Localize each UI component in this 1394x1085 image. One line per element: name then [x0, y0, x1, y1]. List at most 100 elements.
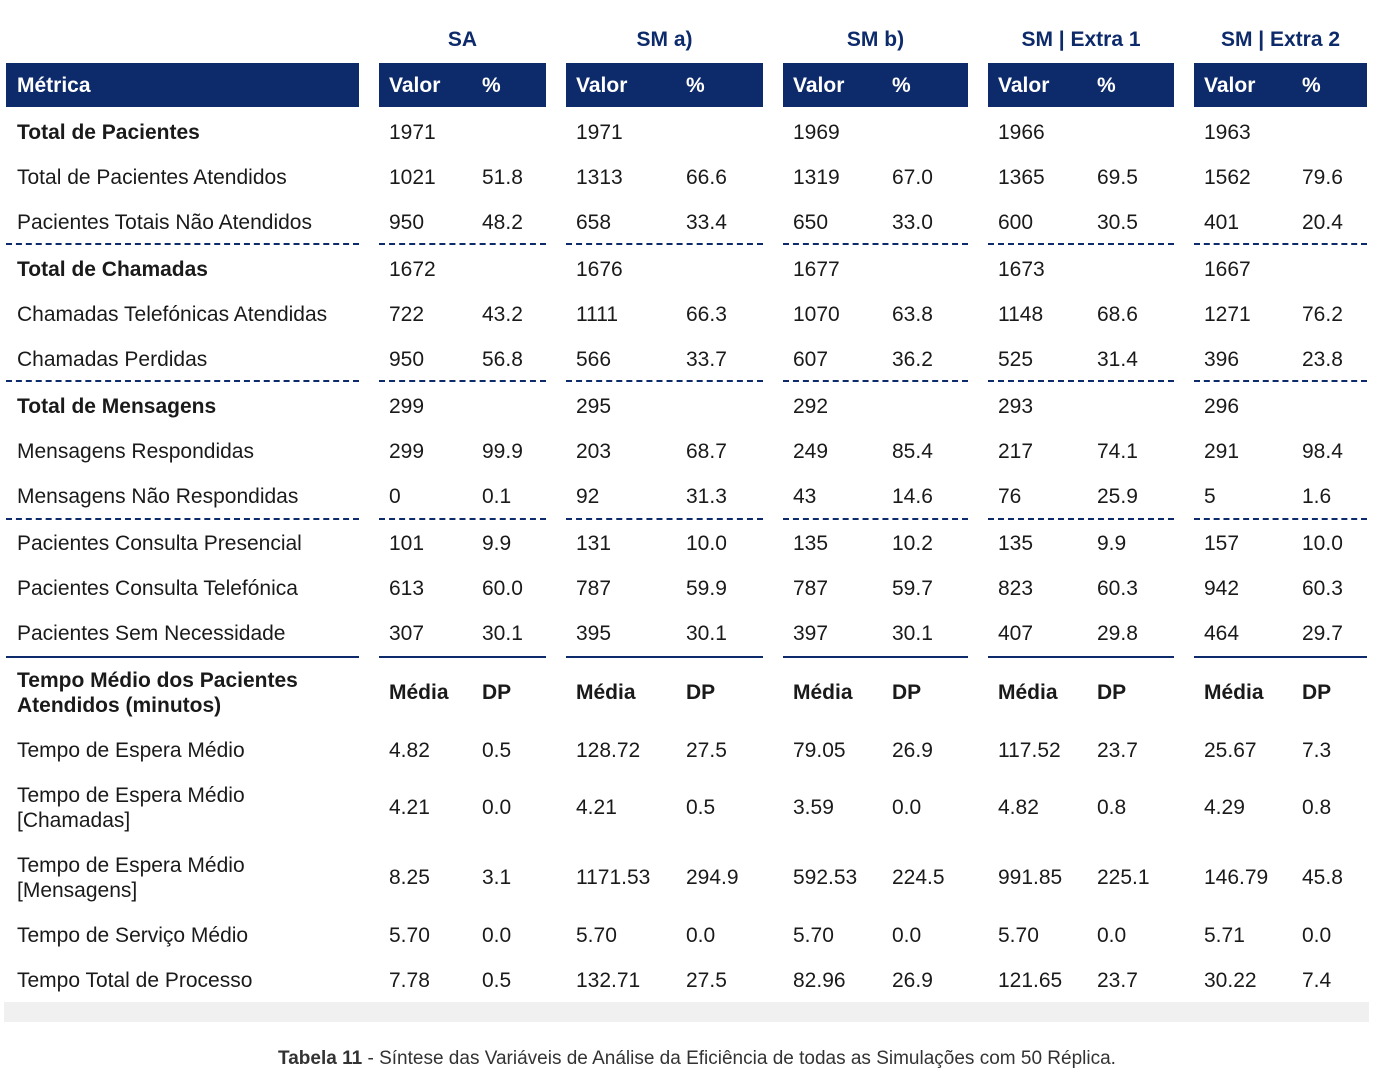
value-cell: 787	[576, 577, 612, 600]
value-cell: 1677	[793, 258, 840, 281]
header-bar-metric	[6, 63, 359, 107]
value-cell: 1319	[793, 166, 840, 189]
percent-cell: 59.7	[892, 577, 933, 600]
header-media: Média	[576, 681, 636, 704]
percent-cell: 9.9	[482, 532, 512, 555]
mean-cell: 5.70	[389, 924, 430, 947]
value-cell: 1313	[576, 166, 623, 189]
row-label: Pacientes Sem Necessidade	[17, 622, 286, 645]
dashed-separator	[566, 380, 763, 382]
value-cell: 76	[998, 485, 1022, 508]
header-bar-group	[783, 63, 968, 107]
mean-cell: 4.21	[389, 796, 430, 819]
value-cell: 1971	[576, 121, 623, 144]
dashed-separator	[379, 518, 546, 520]
row-label: Chamadas Perdidas	[17, 348, 208, 371]
percent-cell: 29.7	[1302, 622, 1343, 645]
value-cell: 296	[1204, 395, 1240, 418]
time-row-label: Tempo de Espera Médio	[17, 739, 245, 762]
value-cell: 722	[389, 303, 425, 326]
mean-cell: 25.67	[1204, 739, 1257, 762]
sd-cell: 3.1	[482, 866, 512, 889]
value-cell: 203	[576, 440, 612, 463]
sd-cell: 0.5	[482, 969, 512, 992]
value-cell: 299	[389, 395, 425, 418]
row-label: Pacientes Totais Não Atendidos	[17, 211, 312, 234]
sd-cell: 27.5	[686, 969, 727, 992]
percent-cell: 9.9	[1097, 532, 1127, 555]
value-cell: 1673	[998, 258, 1045, 281]
dashed-separator	[988, 380, 1174, 382]
value-cell: 613	[389, 577, 425, 600]
value-cell: 1676	[576, 258, 623, 281]
solid-separator	[6, 656, 359, 658]
sd-cell: 0.8	[1097, 796, 1127, 819]
percent-cell: 30.5	[1097, 211, 1138, 234]
value-cell: 397	[793, 622, 829, 645]
percent-cell: 60.3	[1302, 577, 1343, 600]
time-row-label: [Mensagens]	[17, 879, 138, 902]
header-metric: Métrica	[17, 74, 91, 97]
header-bar-group	[988, 63, 1174, 107]
mean-cell: 4.29	[1204, 796, 1245, 819]
value-cell: 1672	[389, 258, 436, 281]
sd-cell: 0.5	[482, 739, 512, 762]
mean-cell: 82.96	[793, 969, 846, 992]
value-cell: 92	[576, 485, 600, 508]
header-dp: DP	[686, 681, 716, 704]
dashed-separator	[379, 243, 546, 245]
value-cell: 0	[389, 485, 401, 508]
percent-cell: 74.1	[1097, 440, 1138, 463]
dashed-separator	[783, 243, 968, 245]
percent-cell: 60.3	[1097, 577, 1138, 600]
row-label: Pacientes Consulta Presencial	[17, 532, 302, 555]
mean-cell: 4.82	[998, 796, 1039, 819]
row-label: Mensagens Não Respondidas	[17, 485, 299, 508]
percent-cell: 14.6	[892, 485, 933, 508]
dashed-separator	[566, 243, 763, 245]
dashed-separator	[988, 518, 1174, 520]
value-cell: 950	[389, 211, 425, 234]
value-cell: 1111	[576, 303, 619, 326]
value-cell: 292	[793, 395, 829, 418]
value-cell: 291	[1204, 440, 1240, 463]
header-pct: %	[686, 74, 705, 97]
group-title: SM | Extra 2	[1220, 28, 1341, 51]
percent-cell: 60.0	[482, 577, 523, 600]
solid-separator	[566, 656, 763, 658]
value-cell: 401	[1204, 211, 1240, 234]
group-title: SA	[447, 28, 478, 51]
percent-cell: 48.2	[482, 211, 523, 234]
caption-separator: -	[362, 1048, 380, 1069]
header-valor: Valor	[1204, 74, 1256, 97]
percent-cell: 33.0	[892, 211, 933, 234]
mean-cell: 5.70	[998, 924, 1039, 947]
header-pct: %	[892, 74, 911, 97]
header-pct: %	[482, 74, 501, 97]
mean-cell: 121.65	[998, 969, 1063, 992]
time-row-label: [Chamadas]	[17, 809, 131, 832]
sd-cell: 0.0	[482, 924, 512, 947]
value-cell: 307	[389, 622, 425, 645]
percent-cell: 31.4	[1097, 348, 1138, 371]
header-media: Média	[389, 681, 449, 704]
time-row-label: Tempo Total de Processo	[17, 969, 253, 992]
percent-cell: 10.0	[1302, 532, 1343, 555]
header-valor: Valor	[389, 74, 441, 97]
header-pct: %	[1302, 74, 1321, 97]
time-row-label: Tempo de Espera Médio	[17, 784, 245, 807]
header-bar-group	[566, 63, 763, 107]
percent-cell: 51.8	[482, 166, 523, 189]
mean-cell: 4.21	[576, 796, 617, 819]
value-cell: 566	[576, 348, 612, 371]
section-title: Atendidos (minutos)	[17, 694, 222, 717]
sd-cell: 225.1	[1097, 866, 1150, 889]
percent-cell: 25.9	[1097, 485, 1138, 508]
mean-cell: 4.82	[389, 739, 430, 762]
sd-cell: 7.4	[1302, 969, 1332, 992]
value-cell: 395	[576, 622, 612, 645]
value-cell: 101	[389, 532, 425, 555]
header-dp: DP	[1302, 681, 1332, 704]
table-caption: Tabela 11 - Síntese das Variáveis de Aná…	[0, 1048, 1394, 1070]
sd-cell: 27.5	[686, 739, 727, 762]
